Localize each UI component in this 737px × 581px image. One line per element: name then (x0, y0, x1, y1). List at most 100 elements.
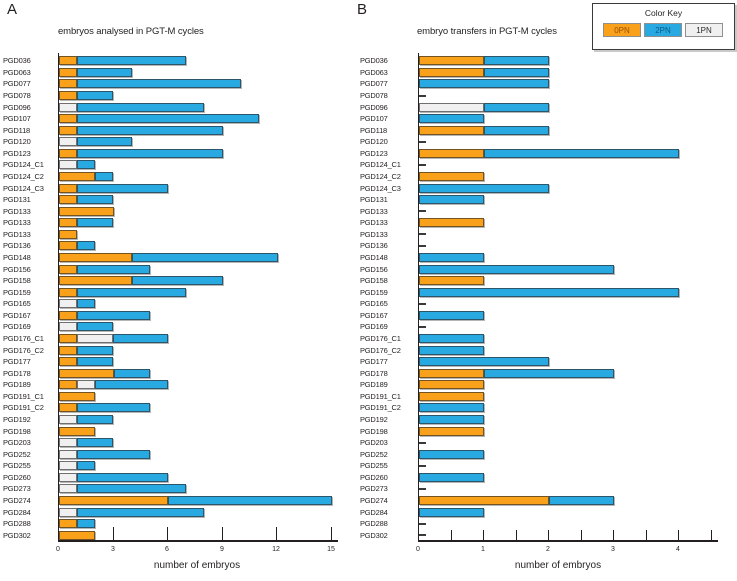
zero-dash (419, 163, 426, 166)
bar-row (419, 264, 614, 274)
row-label: PGD192 (360, 415, 388, 424)
x-tick (581, 530, 582, 540)
bar-row (59, 519, 95, 529)
row-label: PGD274 (360, 496, 388, 505)
bar-row (419, 102, 549, 112)
bar-segment-0pn (419, 67, 484, 77)
bar-row (59, 160, 95, 170)
bar-row (59, 484, 186, 494)
bar-segment-0pn (59, 218, 77, 228)
row-label: PGD156 (360, 264, 388, 274)
bar-segment-2pn (484, 148, 679, 158)
panel-a-letter: A (7, 1, 18, 18)
bar-segment-0pn (59, 357, 77, 367)
bar-segment-2pn (77, 125, 223, 135)
row-label: PGD191_C2 (3, 403, 44, 413)
x-tick (516, 530, 517, 540)
bar-row (59, 229, 77, 239)
bar-segment-0pn (419, 391, 484, 401)
zero-dash (419, 534, 426, 537)
bar-row (59, 218, 113, 228)
row-label: PGD036 (360, 56, 388, 66)
y-axis-line (418, 53, 419, 541)
row-label: PGD192 (3, 415, 31, 424)
row-label: PGD036 (3, 56, 31, 66)
bar-row (59, 449, 150, 459)
bar-segment-1pn (59, 160, 77, 170)
row-label: PGD176_C1 (360, 334, 401, 343)
x-tick (678, 530, 679, 540)
bar-segment-0pn (59, 519, 77, 529)
bar-row (59, 403, 150, 413)
bar-segment-2pn (419, 415, 484, 424)
bar-segment-2pn (77, 114, 259, 124)
bar-segment-2pn (132, 253, 278, 262)
bar-segment-1pn (419, 102, 484, 112)
row-label: PGD255 (3, 461, 31, 471)
bar-row (59, 507, 204, 517)
row-label: PGD260 (3, 472, 31, 482)
bar-segment-0pn (59, 391, 95, 401)
row-label: PGD133 (360, 206, 388, 216)
x-axis-line (58, 540, 338, 542)
bar-segment-0pn (419, 368, 484, 378)
bar-segment-2pn (113, 334, 168, 343)
chart-b-xaxis-label: number of embryos (514, 560, 602, 571)
row-label: PGD203 (3, 438, 31, 448)
bar-segment-2pn (419, 472, 484, 482)
bar-segment-2pn (419, 403, 484, 413)
bar-row (59, 253, 278, 262)
row-label: PGD169 (3, 322, 31, 332)
zero-dash (419, 94, 426, 97)
row-label: PGD189 (3, 380, 31, 390)
bar-segment-2pn (77, 91, 113, 100)
row-label: PGD124_C3 (360, 183, 401, 193)
row-label: PGD191_C1 (3, 391, 44, 401)
x-tick-label: 12 (272, 546, 280, 553)
bar-segment-0pn (59, 253, 132, 262)
zero-dash (419, 210, 426, 213)
x-tick-label: 9 (220, 546, 224, 553)
bar-segment-2pn (549, 496, 614, 505)
bar-segment-0pn (59, 403, 77, 413)
zero-dash (419, 244, 426, 247)
bar-segment-0pn (59, 287, 77, 297)
bar-row (419, 472, 484, 482)
bar-row (59, 426, 95, 436)
row-label: PGD274 (3, 496, 31, 505)
row-label: PGD096 (3, 102, 31, 112)
row-label: PGD178 (360, 368, 388, 378)
row-label: PGD189 (360, 380, 388, 390)
bar-segment-2pn (95, 380, 168, 390)
x-tick-label: 3 (111, 546, 115, 553)
bar-segment-0pn (419, 56, 484, 66)
legend-swatch-0pn: 0PN (603, 23, 641, 37)
row-label: PGD096 (360, 102, 388, 112)
x-tick (711, 530, 712, 540)
bar-row (59, 67, 132, 77)
row-label: PGD133 (3, 218, 31, 228)
bar-segment-2pn (77, 148, 223, 158)
x-tick (222, 527, 223, 540)
bar-segment-1pn (59, 102, 77, 112)
bar-row (419, 496, 614, 505)
bar-segment-2pn (77, 507, 204, 517)
row-label: PGD165 (3, 299, 31, 309)
bar-row (59, 345, 113, 355)
row-label: PGD252 (3, 449, 31, 459)
bar-segment-0pn (59, 334, 77, 343)
bar-segment-2pn (77, 299, 95, 309)
legend-title: Color Key (644, 8, 683, 18)
bar-segment-0pn (59, 67, 77, 77)
bar-segment-2pn (77, 264, 150, 274)
bar-segment-2pn (77, 310, 150, 320)
bar-row (419, 310, 484, 320)
row-label: PGD077 (3, 79, 31, 89)
bar-segment-0pn (419, 148, 484, 158)
row-label: PGD124_C2 (3, 172, 44, 181)
bar-segment-0pn (59, 426, 95, 436)
bar-row (419, 276, 484, 286)
row-label: PGD131 (3, 195, 31, 205)
row-label: PGD273 (360, 484, 388, 494)
